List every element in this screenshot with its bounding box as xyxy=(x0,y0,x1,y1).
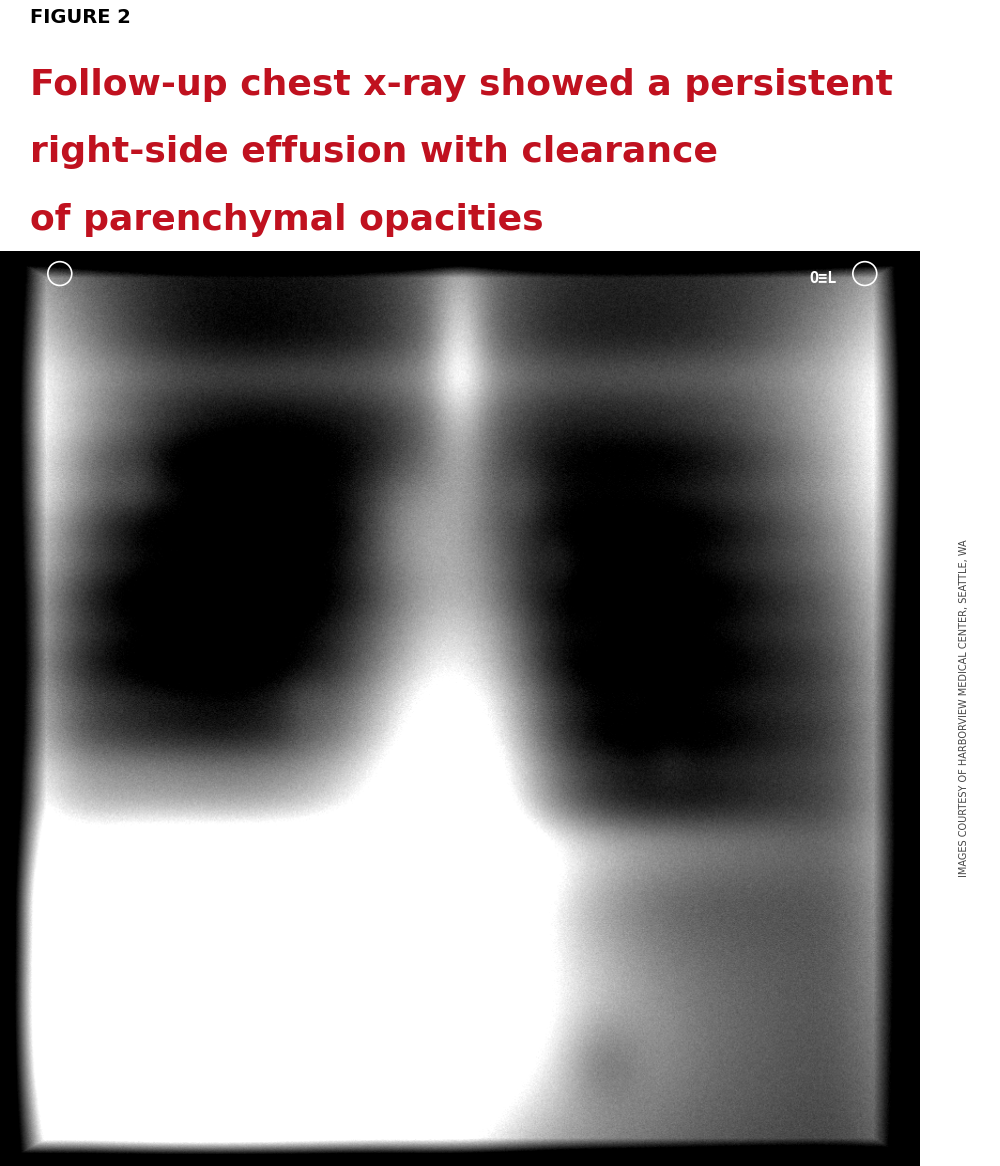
Text: O≡L: O≡L xyxy=(810,271,837,286)
Text: FIGURE 2: FIGURE 2 xyxy=(30,7,131,27)
Text: right-side effusion with clearance: right-side effusion with clearance xyxy=(30,135,718,169)
Text: IMAGES COURTESY OF HARBORVIEW MEDICAL CENTER, SEATTLE, WA: IMAGES COURTESY OF HARBORVIEW MEDICAL CE… xyxy=(959,540,969,877)
Text: Follow-up chest x-ray showed a persistent: Follow-up chest x-ray showed a persisten… xyxy=(30,68,893,101)
Text: of parenchymal opacities: of parenchymal opacities xyxy=(30,203,544,237)
